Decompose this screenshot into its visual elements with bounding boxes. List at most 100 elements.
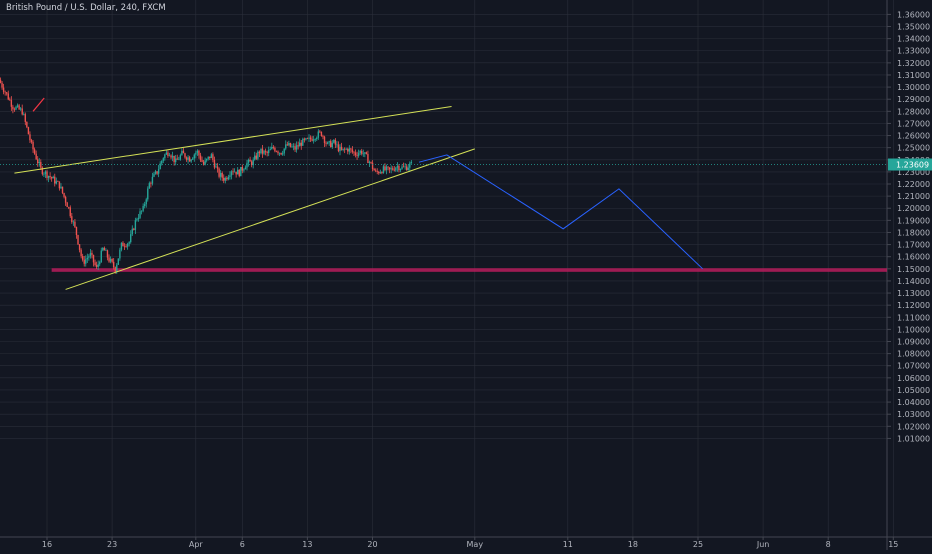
price-tick-label: 1.17000 bbox=[897, 241, 930, 250]
candle bbox=[7, 90, 9, 101]
candle-body bbox=[343, 148, 346, 150]
candle bbox=[68, 206, 70, 210]
candle-body bbox=[85, 259, 87, 264]
candle bbox=[219, 170, 222, 181]
candle bbox=[176, 154, 178, 160]
candle bbox=[268, 146, 270, 157]
candle bbox=[78, 244, 81, 253]
candle bbox=[0, 77, 2, 84]
candle bbox=[148, 181, 151, 189]
candle-body bbox=[64, 196, 67, 203]
time-axis: 1623Apr61320May111825Jun81522 bbox=[42, 537, 898, 549]
candle bbox=[40, 159, 42, 171]
candle-body bbox=[264, 150, 267, 152]
candle bbox=[151, 172, 154, 186]
time-tick-label: 18 bbox=[628, 540, 638, 549]
price-tick-label: 1.10000 bbox=[897, 325, 930, 334]
candle bbox=[374, 168, 377, 173]
price-tick-label: 1.29000 bbox=[897, 95, 930, 104]
candle-body bbox=[387, 166, 389, 168]
candle-body bbox=[393, 169, 395, 171]
candle-body bbox=[258, 151, 261, 154]
candle bbox=[23, 112, 25, 116]
candle bbox=[261, 145, 264, 158]
price-tick-label: 1.04000 bbox=[897, 398, 930, 407]
candle bbox=[89, 249, 92, 259]
candle bbox=[286, 141, 289, 146]
candle-body bbox=[134, 220, 137, 230]
candle bbox=[339, 144, 341, 156]
candle bbox=[106, 249, 109, 261]
candle bbox=[247, 158, 250, 167]
candle bbox=[246, 159, 248, 171]
candle bbox=[280, 152, 282, 156]
candle-body bbox=[185, 157, 188, 160]
candle bbox=[205, 158, 208, 163]
candle-body bbox=[32, 141, 34, 150]
candle bbox=[182, 147, 185, 154]
candle-body bbox=[285, 144, 287, 149]
candle bbox=[314, 138, 316, 142]
candle bbox=[250, 160, 253, 168]
candle-body bbox=[204, 160, 206, 165]
price-tick-label: 1.22000 bbox=[897, 180, 930, 189]
candle-body bbox=[326, 142, 329, 144]
candle-body bbox=[167, 152, 169, 156]
candle bbox=[215, 163, 217, 168]
candle-body bbox=[156, 171, 158, 174]
candle bbox=[47, 175, 50, 183]
candle-body bbox=[381, 172, 383, 174]
candle bbox=[15, 105, 17, 111]
candle-body bbox=[187, 157, 189, 160]
candle-body bbox=[199, 155, 202, 161]
candle bbox=[240, 166, 242, 177]
candle-body bbox=[179, 155, 182, 160]
price-tick-label: 1.06000 bbox=[897, 374, 930, 383]
candle-body bbox=[288, 143, 290, 146]
candle bbox=[150, 181, 152, 188]
candle bbox=[105, 248, 107, 251]
candle-body bbox=[212, 154, 214, 160]
candle bbox=[323, 135, 326, 147]
candle-body bbox=[0, 79, 2, 83]
price-tick-label: 1.07000 bbox=[897, 362, 930, 371]
candle-body bbox=[223, 177, 225, 181]
price-tick-label: 1.01000 bbox=[897, 434, 930, 443]
candle-body bbox=[317, 131, 320, 138]
candle bbox=[226, 176, 228, 181]
candle bbox=[72, 220, 75, 226]
candle-body bbox=[334, 139, 337, 145]
candle bbox=[85, 255, 87, 267]
candle-body bbox=[68, 207, 70, 208]
candle bbox=[88, 254, 90, 261]
candle-body bbox=[337, 144, 340, 152]
candle bbox=[272, 145, 275, 150]
candle-body bbox=[91, 252, 93, 255]
candle bbox=[71, 212, 73, 224]
candle bbox=[4, 90, 6, 96]
candle bbox=[232, 168, 234, 175]
candle bbox=[192, 156, 194, 161]
candle-body bbox=[137, 217, 140, 220]
candle bbox=[133, 227, 135, 231]
candle-body bbox=[184, 153, 186, 158]
candle bbox=[139, 208, 141, 220]
candle bbox=[213, 156, 216, 170]
candle-body bbox=[106, 250, 109, 258]
candle bbox=[63, 192, 65, 199]
candle bbox=[167, 150, 169, 158]
price-tick-label: 1.27000 bbox=[897, 119, 930, 128]
candle-body bbox=[95, 264, 98, 267]
candle-body bbox=[13, 109, 16, 110]
candle-body bbox=[202, 161, 205, 165]
price-tick-label: 1.05000 bbox=[897, 386, 930, 395]
candle bbox=[373, 167, 375, 171]
candle-body bbox=[320, 131, 323, 136]
candle bbox=[102, 247, 104, 252]
wedge-lower-trendline bbox=[65, 148, 475, 290]
candle bbox=[94, 259, 96, 267]
candle-body bbox=[72, 221, 75, 223]
candle-body bbox=[402, 166, 405, 168]
